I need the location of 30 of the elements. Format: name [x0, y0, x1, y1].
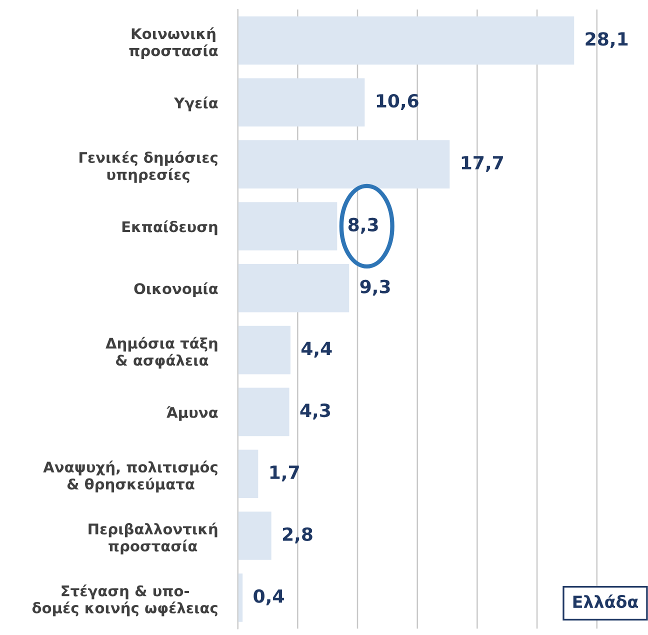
bar — [238, 140, 450, 188]
y-tick-label: Οικονομία — [134, 282, 218, 298]
y-tick-label: Άμυνα — [166, 406, 218, 421]
y-tick-label: Κοινωνική προστασία — [129, 27, 218, 60]
bar — [238, 326, 290, 374]
y-tick-label: Γενικές δημόσιες υπηρεσίες — [80, 151, 218, 183]
y-tick-label: Δημόσια τάξη & ασφάλεια — [106, 336, 218, 369]
bar — [238, 264, 350, 312]
data-label: 4,3 — [300, 404, 330, 420]
data-label: 1,7 — [270, 466, 299, 482]
y-tick-label: Εκπαίδευση — [122, 220, 218, 236]
data-label: 28,1 — [586, 32, 628, 48]
data-label: 2,8 — [282, 527, 312, 544]
bar — [238, 78, 365, 127]
bar — [238, 512, 272, 560]
y-tick-label: Περιβαλλοντική προστασία — [88, 522, 218, 554]
y-tick-label: Αναψυχή, πολιτισμός & θρησκεύματα — [43, 460, 218, 492]
bar — [238, 450, 258, 498]
data-label: 17,7 — [462, 156, 503, 172]
y-tick-label: Στέγαση & υπο- δομές κοινής ωφέλειας — [32, 584, 218, 616]
bar — [238, 16, 574, 65]
data-label: 10,6 — [376, 94, 418, 110]
data-label: 9,3 — [360, 280, 390, 296]
y-tick-label: Υγεία — [174, 96, 218, 112]
annotation: Ελλάδα — [573, 594, 638, 608]
data-label: 4,4 — [301, 342, 332, 358]
bar — [238, 202, 338, 250]
data-label: 8,3 — [348, 218, 378, 234]
bar — [238, 388, 290, 436]
data-label: 0,4 — [254, 589, 284, 606]
